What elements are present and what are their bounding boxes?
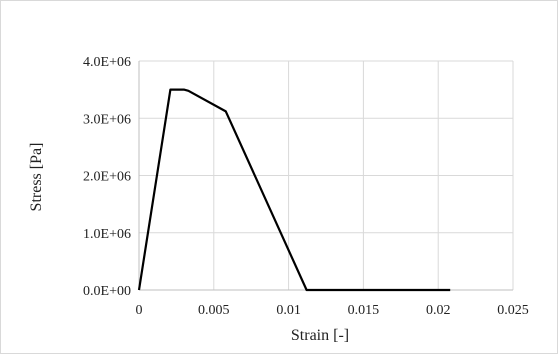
x-tick-label: 0	[136, 303, 143, 318]
grid-lines	[139, 60, 514, 290]
y-tick-label: 3.0E+06	[83, 112, 131, 127]
y-axis-title: Stress [Pa]	[28, 143, 45, 212]
x-tick-label: 0.005	[198, 303, 230, 318]
series-line	[137, 88, 451, 292]
x-tick-label: 0.02	[426, 303, 451, 318]
stress-strain-chart: 0.0E+00 1.0E+06 2.0E+06 3.0E+06 4.0E+06 0 0.00…	[28, 55, 529, 344]
y-tick-label: 0.0E+00	[83, 284, 131, 299]
x-tick-label: 0.01	[276, 303, 301, 318]
tick-labels: 0.0E+00 1.0E+06 2.0E+06 3.0E+06 4.0E+06 0 0.00…	[83, 55, 529, 318]
y-tick-label: 1.0E+06	[83, 227, 131, 242]
x-tick-label: 0.015	[348, 303, 380, 318]
series-layer	[137, 88, 451, 292]
x-axis-title: Strain [-]	[291, 327, 349, 344]
x-tick-label: 0.025	[497, 303, 529, 318]
y-tick-label: 4.0E+06	[83, 55, 131, 70]
y-tick-label: 2.0E+06	[83, 170, 131, 185]
